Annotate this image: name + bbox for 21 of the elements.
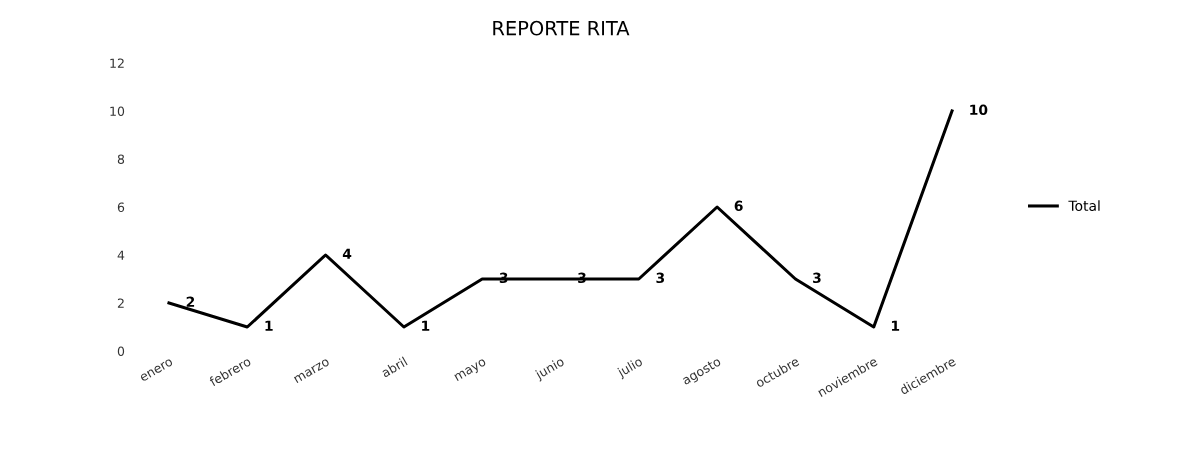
chart-title: REPORTE RITA: [493, 20, 630, 36]
data-label: 10: [970, 104, 988, 116]
data-label: 6: [734, 200, 743, 212]
y-tick-label: 10: [110, 106, 125, 116]
x-tick-label: abril: [380, 356, 408, 378]
data-label: 2: [186, 296, 195, 307]
data-label: 3: [813, 272, 821, 284]
data-label: 1: [422, 320, 430, 331]
legend-label: Total: [1068, 200, 1100, 212]
y-tick-label: 8: [117, 154, 125, 164]
y-tick-label: 4: [117, 250, 125, 260]
x-tick-label: julio: [616, 356, 645, 380]
data-label: 1: [891, 320, 900, 331]
line-series: [167, 109, 954, 329]
data-label: 3: [656, 272, 665, 284]
y-tick-label: 0: [117, 346, 125, 356]
data-label: 4: [342, 248, 352, 259]
data-label: 1: [265, 320, 273, 331]
y-tick-label: 12: [110, 58, 124, 68]
y-tick-label: 6: [117, 202, 125, 212]
y-tick-label: 2: [117, 298, 124, 308]
